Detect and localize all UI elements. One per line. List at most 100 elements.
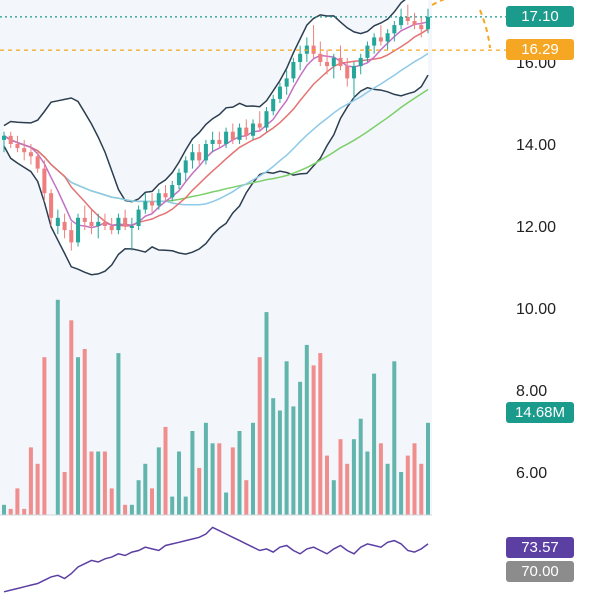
volume-bar <box>28 447 33 515</box>
candle <box>378 25 383 46</box>
volume-bar <box>291 406 296 515</box>
volume-bar <box>378 443 383 515</box>
volume-bars <box>2 299 430 515</box>
candle <box>190 144 195 169</box>
candle <box>22 139 27 161</box>
candle <box>345 57 350 87</box>
volume-bar <box>163 426 168 515</box>
candle <box>150 193 155 214</box>
y-tick-label: 10.00 <box>516 301 556 318</box>
volume-bar <box>392 361 397 515</box>
candlesticks <box>1 4 431 251</box>
band-fill <box>4 0 428 275</box>
candle <box>291 57 296 83</box>
candle <box>405 4 410 26</box>
rsi-indicator <box>3 526 429 593</box>
volume-bar <box>257 357 262 515</box>
ma-mid <box>3 28 429 227</box>
candle <box>257 111 262 132</box>
volume-bar <box>96 451 101 515</box>
candle <box>244 119 249 140</box>
volume-bar <box>338 439 343 515</box>
volume-bar <box>304 344 309 515</box>
candle <box>8 131 13 149</box>
volume-bar <box>264 312 269 515</box>
volume-bar <box>102 451 107 515</box>
volume-bar <box>385 463 390 515</box>
y-tick-label: 8.00 <box>516 383 547 400</box>
volume-bar <box>109 488 114 515</box>
volume-bar <box>210 443 215 515</box>
band-lower <box>3 74 429 276</box>
candle <box>183 156 188 181</box>
volume-bar <box>244 480 249 515</box>
volume-bar <box>399 472 404 515</box>
candle <box>338 45 343 71</box>
volume-bar <box>358 418 363 515</box>
ma-slow <box>3 52 429 206</box>
candle <box>35 152 40 173</box>
volume-bar <box>284 361 289 515</box>
volume-bar <box>170 496 175 515</box>
candle <box>372 33 377 54</box>
candle <box>96 213 101 239</box>
volume-bar <box>89 451 94 515</box>
volume-bar <box>129 504 134 515</box>
projection-curve <box>431 0 491 49</box>
ma-fast <box>3 21 429 229</box>
candle <box>82 205 87 231</box>
volume-bar <box>298 381 303 515</box>
candle <box>163 185 168 202</box>
volume-bar <box>405 455 410 515</box>
candle <box>170 180 175 202</box>
candle <box>1 131 7 153</box>
volume-bar <box>123 504 128 515</box>
volume-bar <box>412 443 417 515</box>
candle <box>351 62 356 99</box>
volume-bar <box>365 451 370 515</box>
volume-bar <box>136 480 141 515</box>
volume-bar <box>177 451 181 515</box>
rsi-level-badge: 70.00 <box>506 561 574 582</box>
candle <box>210 131 215 153</box>
volume-bar <box>42 357 47 515</box>
volume-bar <box>237 431 242 515</box>
candle <box>277 82 282 103</box>
volume-bar <box>419 463 424 515</box>
volume-bar <box>224 492 229 515</box>
candle <box>298 45 303 71</box>
candle <box>129 217 134 251</box>
volume-bar <box>251 422 255 515</box>
volume-bar <box>82 349 87 515</box>
volume-bar <box>22 508 27 515</box>
candle <box>156 189 161 210</box>
candle <box>224 127 229 149</box>
y-tick-label: 12.00 <box>516 219 556 236</box>
volume-bar <box>311 365 316 515</box>
moving-averages <box>3 21 429 229</box>
candle <box>89 209 94 235</box>
volume-bar <box>325 455 329 515</box>
candle <box>425 8 431 34</box>
candle <box>325 49 330 75</box>
volume-bar <box>15 488 20 515</box>
candle <box>136 205 141 231</box>
volume-bar <box>217 443 222 515</box>
volume-bar <box>35 463 40 515</box>
candle <box>76 213 81 247</box>
volume-bar <box>2 504 6 515</box>
candle <box>419 16 424 38</box>
candle <box>237 123 242 144</box>
candle <box>42 160 47 202</box>
bollinger-bands <box>3 0 429 276</box>
volume-bar <box>345 463 350 515</box>
candle <box>365 41 370 62</box>
volume-bar <box>8 508 13 515</box>
volume-bar <box>190 431 195 515</box>
volume-bar <box>277 410 282 515</box>
volume-bar <box>230 447 235 515</box>
rsi-value-badge: 73.57 <box>506 537 574 558</box>
volume-bar <box>372 373 377 515</box>
candle <box>412 12 417 30</box>
